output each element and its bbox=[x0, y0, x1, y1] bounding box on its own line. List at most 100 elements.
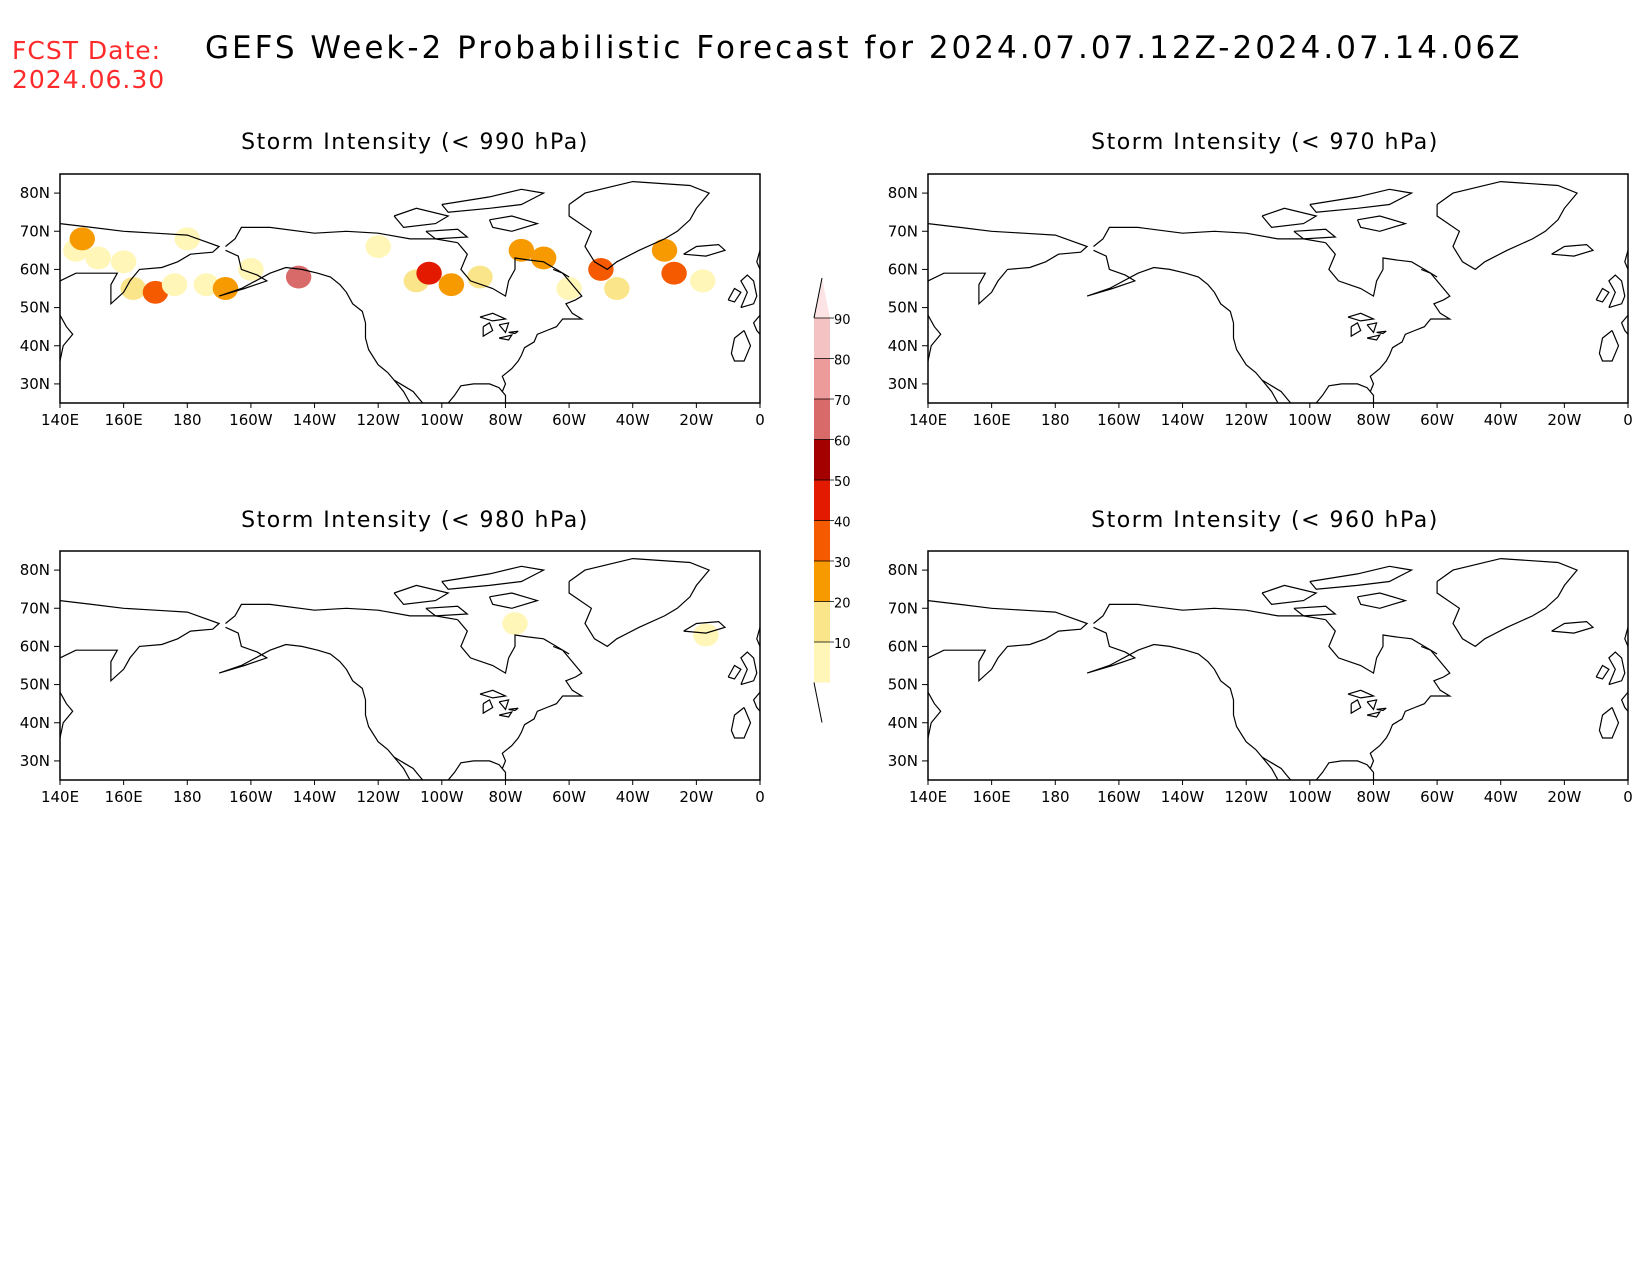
lat-tick-label: 30N bbox=[20, 375, 50, 393]
probability-cell bbox=[467, 265, 493, 289]
lon-tick-label: 100W bbox=[1288, 788, 1332, 806]
coastline bbox=[1309, 188, 1414, 213]
colorbar-segment bbox=[814, 439, 830, 480]
coastline bbox=[1376, 330, 1387, 335]
coastline bbox=[441, 188, 546, 213]
coastline bbox=[393, 584, 450, 606]
lon-tick-label: 120W bbox=[1224, 788, 1268, 806]
coastline bbox=[1261, 379, 1292, 403]
lon-tick-label: 160W bbox=[1097, 788, 1141, 806]
coastline bbox=[1366, 334, 1382, 341]
lon-tick-label: 60W bbox=[1420, 788, 1454, 806]
lat-tick-label: 70N bbox=[20, 222, 50, 240]
colorbar-arrow-edge bbox=[813, 277, 823, 319]
lon-tick-label: 0 bbox=[755, 411, 765, 429]
coastline bbox=[1325, 242, 1438, 298]
lat-tick-label: 40N bbox=[888, 714, 918, 732]
coastline bbox=[60, 223, 221, 306]
coastlines bbox=[60, 180, 760, 403]
coastline bbox=[482, 322, 494, 338]
lon-tick-label: 20W bbox=[1547, 411, 1581, 429]
coastline bbox=[488, 215, 540, 232]
coastline bbox=[393, 379, 424, 403]
probability-cell bbox=[588, 257, 614, 281]
coastline bbox=[1293, 605, 1337, 617]
lon-tick-label: 0 bbox=[755, 788, 765, 806]
coastline bbox=[1620, 691, 1628, 712]
coastline bbox=[425, 605, 469, 617]
coastline bbox=[740, 274, 758, 309]
colorbar-segment bbox=[814, 480, 830, 521]
lon-tick-label: 120W bbox=[1224, 411, 1268, 429]
probability-cell bbox=[85, 246, 111, 270]
colorbar-segment bbox=[814, 520, 830, 561]
lon-tick-label: 180 bbox=[173, 788, 202, 806]
map-frame bbox=[927, 550, 1629, 781]
lat-tick-label: 70N bbox=[888, 599, 918, 617]
probability-cell bbox=[212, 277, 239, 300]
probability-cell bbox=[174, 227, 200, 251]
coastline bbox=[727, 664, 742, 680]
lon-tick-label: 160W bbox=[1097, 411, 1141, 429]
coastline bbox=[1624, 627, 1628, 647]
lon-tick-label: 140W bbox=[293, 411, 337, 429]
lat-tick-label: 60N bbox=[20, 637, 50, 655]
coastline bbox=[1293, 228, 1337, 240]
panel-title-980: Storm Intensity (< 980 hPa) bbox=[241, 508, 589, 533]
lat-tick-label: 50N bbox=[888, 676, 918, 694]
lon-tick-label: 140W bbox=[1161, 788, 1205, 806]
lon-tick-label: 40W bbox=[1484, 788, 1518, 806]
probability-cell bbox=[502, 612, 528, 635]
probability-cell bbox=[285, 265, 312, 289]
coastline bbox=[482, 699, 494, 715]
coastline bbox=[756, 627, 760, 647]
coastline bbox=[501, 268, 584, 392]
probability-cell bbox=[530, 246, 557, 270]
coastline bbox=[1369, 645, 1452, 769]
coastline bbox=[441, 565, 546, 590]
lat-tick-label: 30N bbox=[888, 752, 918, 770]
lon-tick-label: 100W bbox=[420, 788, 464, 806]
lon-tick-label: 140E bbox=[909, 411, 947, 429]
colorbar-segment bbox=[814, 399, 830, 440]
lon-tick-label: 0 bbox=[1623, 411, 1633, 429]
coastline bbox=[740, 651, 758, 686]
coastline bbox=[1366, 699, 1378, 711]
coastline bbox=[488, 592, 540, 609]
colorbar-top-arrow bbox=[814, 278, 830, 318]
coastline bbox=[1369, 268, 1452, 392]
probability-cell bbox=[556, 277, 582, 300]
probability-cell bbox=[416, 261, 442, 285]
coastline bbox=[425, 228, 469, 240]
probability-cell bbox=[69, 227, 95, 251]
colorbar-segment bbox=[814, 561, 830, 602]
coastline bbox=[1261, 584, 1318, 606]
coastline bbox=[1598, 707, 1620, 739]
probability-cell bbox=[690, 269, 716, 293]
lon-tick-label: 160E bbox=[105, 788, 143, 806]
colorbar-segment bbox=[814, 358, 830, 399]
lon-tick-label: 20W bbox=[1547, 788, 1581, 806]
coastline bbox=[1366, 322, 1378, 334]
probability-cell bbox=[120, 277, 146, 300]
coastline bbox=[447, 383, 507, 403]
coastline bbox=[1620, 314, 1628, 335]
lon-tick-label: 140W bbox=[1161, 411, 1205, 429]
coastline bbox=[928, 314, 942, 362]
coastline bbox=[393, 756, 424, 780]
lat-tick-label: 80N bbox=[888, 184, 918, 202]
coastline bbox=[1356, 592, 1408, 609]
lon-tick-label: 160E bbox=[105, 411, 143, 429]
coastline bbox=[752, 314, 760, 335]
coastline bbox=[457, 242, 570, 298]
lon-tick-label: 80W bbox=[488, 788, 522, 806]
coastline bbox=[508, 707, 519, 712]
coastline bbox=[1350, 699, 1362, 715]
map-panel-980: 80N 70N 60N 50N 40N 30N 140E 160E 180 160W 140W 120… bbox=[20, 550, 765, 806]
lon-tick-label: 60W bbox=[552, 411, 586, 429]
coastline bbox=[928, 600, 1089, 683]
coastline bbox=[501, 645, 584, 769]
coastlines bbox=[928, 180, 1628, 403]
lat-tick-label: 50N bbox=[20, 299, 50, 317]
